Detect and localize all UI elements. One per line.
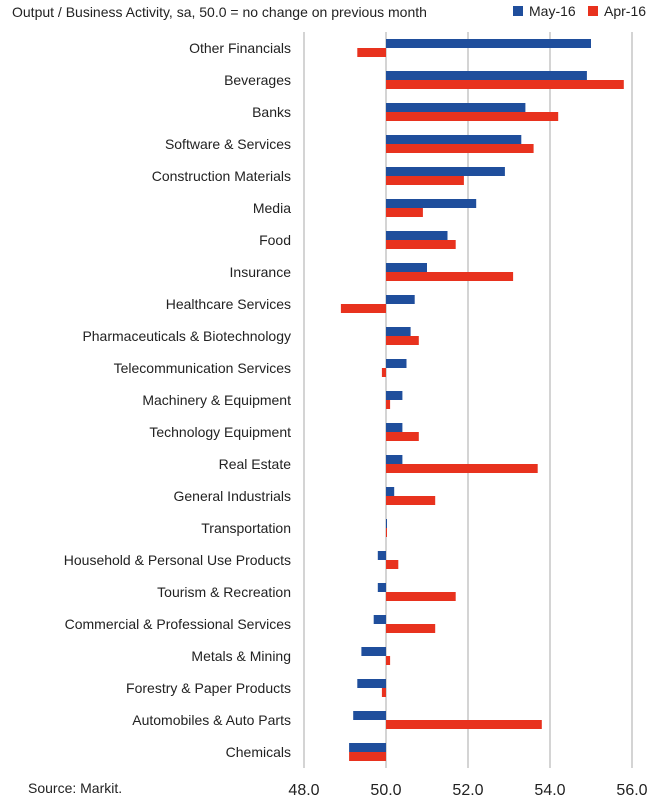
bar-apr16 — [386, 464, 538, 473]
bar-apr16 — [386, 144, 534, 153]
category-label: Machinery & Equipment — [142, 392, 291, 408]
bar-may16 — [386, 295, 415, 304]
bar-may16 — [386, 327, 411, 336]
bar-may16 — [386, 519, 387, 528]
category-label: Food — [259, 232, 291, 248]
bar-may16 — [386, 135, 522, 144]
bar-may16 — [386, 455, 403, 464]
legend-label: Apr-16 — [604, 3, 646, 19]
category-label: Other Financials — [189, 40, 291, 56]
bar-apr16 — [349, 752, 386, 761]
bar-apr16 — [386, 112, 559, 121]
bar-may16 — [386, 199, 477, 208]
bar-may16 — [386, 39, 591, 48]
bar-apr16 — [386, 592, 456, 601]
bar-apr16 — [386, 400, 391, 409]
category-label: Forestry & Paper Products — [126, 680, 291, 696]
x-tick-label: 50.0 — [370, 782, 401, 799]
bar-may16 — [386, 231, 448, 240]
bar-may16 — [386, 71, 587, 80]
category-label: Metals & Mining — [191, 648, 291, 664]
bar-apr16 — [381, 368, 386, 377]
bar-may16 — [386, 391, 403, 400]
bar-may16 — [357, 679, 386, 688]
category-label: Real Estate — [219, 456, 292, 472]
category-label: Software & Services — [165, 136, 291, 152]
bar-apr16 — [386, 624, 436, 633]
bar-may16 — [373, 615, 386, 624]
bar-apr16 — [357, 48, 386, 57]
bar-apr16 — [386, 80, 624, 89]
category-label: Commercial & Professional Services — [65, 616, 291, 632]
x-axis-tick-labels: 48.0 50.0 52.0 54.0 56.0 — [288, 782, 647, 799]
category-label: Technology Equipment — [149, 424, 291, 440]
bar-may16 — [386, 423, 403, 432]
bar-apr16 — [386, 176, 464, 185]
bar-may16 — [386, 103, 526, 112]
category-label: Healthcare Services — [166, 296, 291, 312]
bars — [340, 39, 624, 761]
bar-may16 — [349, 743, 386, 752]
category-label: Household & Personal Use Products — [64, 552, 291, 568]
category-label: Banks — [252, 104, 291, 120]
bar-may16 — [377, 551, 386, 560]
category-label: Media — [253, 200, 291, 216]
bar-apr16 — [386, 208, 423, 217]
bar-may16 — [361, 647, 386, 656]
bar-apr16 — [386, 656, 391, 665]
bar-may16 — [386, 359, 407, 368]
bar-apr16 — [386, 560, 399, 569]
gridlines — [303, 32, 633, 768]
bar-may16 — [386, 487, 395, 496]
category-label: Tourism & Recreation — [157, 584, 291, 600]
bar-apr16 — [386, 720, 542, 729]
bar-may16 — [386, 167, 505, 176]
category-label: General Industrials — [173, 488, 291, 504]
legend-swatch — [588, 6, 598, 16]
bar-apr16 — [340, 304, 386, 313]
bar-apr16 — [386, 528, 387, 537]
x-tick-label: 48.0 — [288, 782, 319, 799]
category-label: Automobiles & Auto Parts — [132, 712, 291, 728]
legend: May-16 Apr-16 — [513, 3, 646, 19]
source-note: Source: Markit. — [28, 780, 122, 796]
bar-may16 — [353, 711, 386, 720]
x-tick-label: 56.0 — [616, 782, 647, 799]
bar-apr16 — [386, 496, 436, 505]
bar-may16 — [377, 583, 386, 592]
category-label: Construction Materials — [152, 168, 291, 184]
x-tick-label: 52.0 — [452, 782, 483, 799]
bar-apr16 — [386, 432, 419, 441]
category-label: Insurance — [230, 264, 292, 280]
legend-label: May-16 — [529, 3, 576, 19]
category-label: Pharmaceuticals & Biotechnology — [82, 328, 291, 344]
category-label: Chemicals — [226, 744, 291, 760]
category-label: Telecommunication Services — [114, 360, 291, 376]
chart-title: Output / Business Activity, sa, 50.0 = n… — [12, 4, 427, 20]
legend-swatch — [513, 6, 523, 16]
category-labels: Other Financials Beverages Banks Software &… — [64, 40, 291, 760]
bar-may16 — [386, 263, 427, 272]
x-tick-label: 54.0 — [534, 782, 565, 799]
bar-apr16 — [386, 272, 514, 281]
category-label: Beverages — [224, 72, 291, 88]
category-label: Transportation — [201, 520, 291, 536]
bar-apr16 — [386, 240, 456, 249]
bar-apr16 — [381, 688, 386, 697]
bar-apr16 — [386, 336, 419, 345]
